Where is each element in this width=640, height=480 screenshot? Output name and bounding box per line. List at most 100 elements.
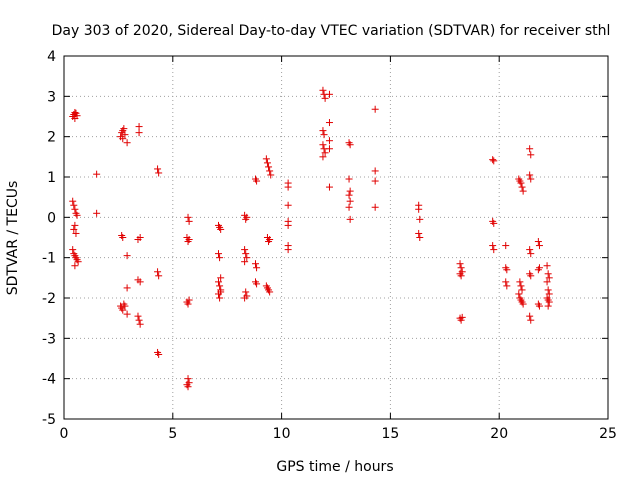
data-point (515, 290, 523, 298)
data-point (121, 302, 129, 310)
data-point (545, 290, 553, 298)
data-point (216, 282, 224, 290)
data-point (253, 264, 261, 272)
data-point (371, 105, 379, 113)
data-point (185, 217, 193, 225)
data-point (266, 167, 274, 175)
data-point (253, 177, 261, 185)
data-point (242, 250, 250, 258)
data-point (325, 90, 333, 98)
y-tick-label: 3 (47, 89, 56, 105)
data-point (71, 115, 79, 123)
data-point (545, 274, 553, 282)
data-point (71, 262, 79, 270)
data-point (535, 302, 543, 310)
x-axis-label: GPS time / hours (276, 459, 393, 475)
data-point (121, 131, 129, 139)
data-point (185, 236, 193, 244)
data-point (184, 300, 192, 308)
data-point (214, 278, 222, 286)
data-point (319, 141, 327, 149)
data-point (490, 219, 498, 227)
data-point (70, 201, 78, 209)
y-tick-label: -1 (42, 251, 56, 267)
data-point (325, 145, 333, 153)
data-point (120, 125, 128, 133)
data-point (526, 246, 534, 254)
data-point (155, 272, 163, 280)
data-point (136, 278, 144, 286)
data-point (346, 215, 354, 223)
data-point (457, 272, 465, 280)
data-point (319, 153, 327, 161)
data-point (345, 175, 353, 183)
data-point (123, 139, 131, 147)
data-point (517, 282, 525, 290)
data-point (217, 225, 225, 233)
data-point (123, 252, 131, 260)
data-point (243, 213, 251, 221)
data-point (119, 306, 127, 314)
y-tick-labels: -5 -4 -3 -2 -1 0 1 2 3 4 (42, 49, 56, 428)
data-point (544, 302, 552, 310)
data-point (267, 171, 275, 179)
data-point (544, 270, 552, 278)
x-tick-labels: 0 5 10 15 20 25 (60, 426, 617, 442)
x-tick-label: 0 (60, 426, 69, 442)
data-point (70, 225, 78, 233)
data-point (72, 229, 80, 237)
data-point (346, 187, 354, 195)
y-tick-label: 2 (47, 130, 56, 146)
data-point (217, 274, 225, 282)
x-tick-label: 15 (381, 426, 399, 442)
data-point (535, 242, 543, 250)
data-point (371, 167, 379, 175)
data-point (154, 165, 162, 173)
data-point (519, 300, 527, 308)
data-point (241, 246, 249, 254)
data-point (185, 296, 193, 304)
y-tick-label: 4 (47, 49, 56, 65)
y-tick-label: 1 (47, 170, 56, 186)
data-point (527, 272, 535, 280)
data-point (266, 288, 274, 296)
y-tick-label: 0 (47, 210, 56, 226)
data-point (284, 246, 292, 254)
data-point (321, 149, 329, 157)
data-point (489, 156, 497, 164)
data-point (262, 155, 270, 163)
data-point (155, 350, 163, 358)
data-point (517, 179, 525, 187)
x-tick-label: 10 (273, 426, 291, 442)
data-point (527, 151, 535, 159)
data-point (543, 278, 551, 286)
data-point (346, 197, 354, 205)
data-point (325, 183, 333, 191)
data-point (526, 145, 534, 153)
data-point (263, 159, 271, 167)
data-point (135, 129, 143, 137)
data-point (503, 282, 511, 290)
data-point (119, 234, 127, 241)
data-point (184, 213, 192, 221)
data-point (345, 203, 353, 211)
data-point (74, 258, 82, 266)
data-point (527, 175, 535, 183)
data-point (71, 221, 79, 229)
data-point (519, 187, 527, 195)
data-point (184, 383, 192, 391)
data-point (534, 238, 542, 246)
y-tick-label: -3 (42, 331, 56, 347)
chart-title: Day 303 of 2020, Sidereal Day-to-day VTE… (52, 23, 611, 39)
data-point (214, 250, 222, 258)
data-point (458, 313, 466, 321)
data-point (489, 242, 497, 250)
y-tick-label: -2 (42, 291, 56, 307)
data-point (319, 127, 327, 135)
y-tick-label: -4 (42, 372, 56, 388)
data-point (490, 246, 498, 254)
data-point (543, 262, 551, 270)
data-point (135, 316, 143, 324)
data-point (371, 203, 379, 211)
